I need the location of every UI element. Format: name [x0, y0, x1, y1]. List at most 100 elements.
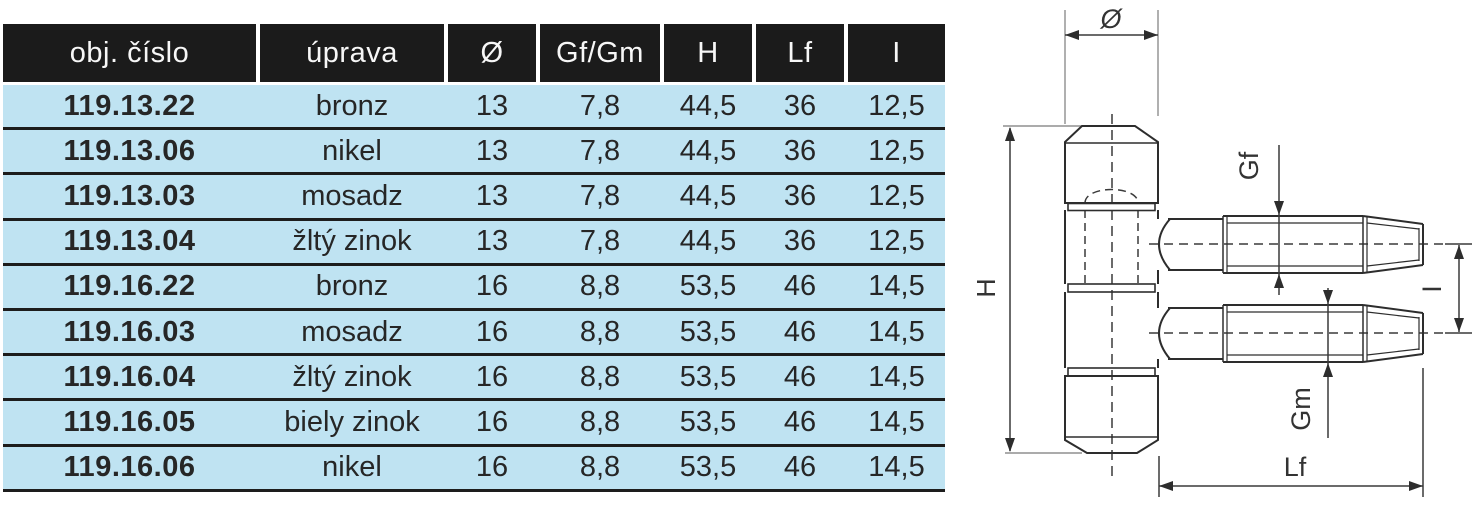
table-row: 119.16.05 biely zinok 16 8,8 53,5 46 14,5	[3, 401, 945, 447]
bottom-pin-neck-fillet	[1158, 307, 1171, 360]
cell-gf-gm: 8,8	[579, 315, 621, 348]
cell-priemer: 16	[475, 405, 509, 438]
cell-i: 12,5	[868, 134, 925, 167]
cell-gf-gm: 7,8	[579, 89, 621, 122]
cell-gf-gm: 7,8	[579, 179, 621, 212]
cell-obj-cislo: 119.16.06	[63, 451, 196, 484]
header-priemer: Ø	[448, 24, 536, 82]
lf-dimension-label: Lf	[1284, 452, 1307, 482]
cell-priemer: 13	[475, 134, 509, 167]
table-row: 119.13.04 žltý zinok 13 7,8 44,5 36 12,5	[3, 220, 945, 266]
cell-obj-cislo: 119.16.22	[63, 270, 196, 303]
cell-h: 44,5	[679, 134, 737, 167]
table-row: 119.16.06 nikel 16 8,8 53,5 46 14,5	[3, 446, 945, 492]
extension-lines	[1003, 10, 1159, 454]
bottom-pin	[1158, 304, 1424, 363]
cell-h: 44,5	[679, 225, 737, 258]
i-dimension-label: I	[1417, 285, 1447, 293]
cell-lf: 46	[783, 405, 817, 438]
cell-priemer: 16	[475, 451, 509, 484]
header-i: I	[848, 24, 945, 82]
cell-priemer: 16	[475, 270, 509, 303]
top-pin-neck-fillet	[1158, 218, 1171, 271]
hidden-hole-dome	[1084, 188, 1139, 204]
cell-gf-gm: 8,8	[579, 360, 621, 393]
table-row: 119.16.04 žltý zinok 16 8,8 53,5 46 14,5	[3, 356, 945, 402]
cell-i: 12,5	[868, 179, 925, 212]
cell-lf: 46	[783, 451, 817, 484]
header-h: H	[664, 24, 752, 82]
cell-h: 44,5	[679, 179, 737, 212]
cell-uprava: nikel	[322, 134, 382, 167]
cell-h: 53,5	[679, 360, 737, 393]
cell-priemer: 16	[475, 315, 509, 348]
top-pin	[1158, 215, 1424, 274]
cell-i: 12,5	[868, 225, 925, 258]
cell-priemer: 13	[475, 89, 509, 122]
cell-priemer: 16	[475, 360, 509, 393]
cell-lf: 36	[783, 225, 817, 258]
cell-i: 14,5	[868, 360, 925, 393]
cell-gf-gm: 7,8	[579, 134, 621, 167]
cell-gf-gm: 8,8	[579, 405, 621, 438]
hinge-barrel	[1064, 125, 1159, 454]
cell-lf: 36	[783, 134, 817, 167]
h-dimension-label: H	[977, 278, 1001, 298]
header-uprava: úprava	[260, 24, 444, 82]
cell-lf: 36	[783, 179, 817, 212]
cell-priemer: 13	[475, 225, 509, 258]
cell-i: 14,5	[868, 315, 925, 348]
cell-uprava: bronz	[315, 270, 389, 303]
table-body: 119.13.22 bronz 13 7,8 44,5 36 12,5 119.13.06 ni…	[3, 85, 945, 492]
cell-obj-cislo: 119.13.04	[63, 225, 196, 258]
header-gf-gm: Gf/Gm	[540, 24, 660, 82]
cell-uprava: žltý zinok	[292, 225, 412, 258]
cell-obj-cislo: 119.16.03	[63, 315, 196, 348]
product-table: obj. číslo úprava Ø Gf/Gm H Lf I 119.13.…	[3, 24, 945, 492]
cell-lf: 46	[783, 270, 817, 303]
header-obj-cislo: obj. číslo	[3, 24, 256, 82]
cell-i: 14,5	[868, 270, 925, 303]
cell-uprava: biely zinok	[284, 405, 420, 438]
gm-dimension-label: Gm	[1286, 387, 1316, 431]
cell-obj-cislo: 119.13.22	[63, 89, 196, 122]
cell-h: 44,5	[679, 89, 737, 122]
cell-i: 12,5	[868, 89, 925, 122]
diameter-label: Ø	[1099, 4, 1123, 34]
cell-priemer: 13	[475, 179, 509, 212]
cell-uprava: nikel	[322, 451, 382, 484]
cell-gf-gm: 7,8	[579, 225, 621, 258]
gf-dimension-label: Gf	[1234, 151, 1264, 180]
cell-uprava: žltý zinok	[292, 360, 412, 393]
cell-obj-cislo: 119.13.06	[63, 134, 196, 167]
cell-h: 53,5	[679, 405, 737, 438]
table-header: obj. číslo úprava Ø Gf/Gm H Lf I	[3, 24, 945, 82]
cell-uprava: mosadz	[301, 315, 403, 348]
dimension-arrows	[1005, 30, 1464, 491]
cell-obj-cislo: 119.16.05	[63, 405, 196, 438]
cell-uprava: bronz	[315, 89, 389, 122]
barrel-ring-1	[1067, 202, 1156, 212]
table-row: 119.16.22 bronz 16 8,8 53,5 46 14,5	[3, 265, 945, 311]
cell-gf-gm: 8,8	[579, 270, 621, 303]
header-lf: Lf	[756, 24, 844, 82]
cell-obj-cislo: 119.16.04	[63, 360, 196, 393]
barrel-ring-2	[1067, 283, 1156, 293]
table-row: 119.16.03 mosadz 16 8,8 53,5 46 14,5	[3, 310, 945, 357]
table-row: 119.13.03 mosadz 13 7,8 44,5 36 12,5	[3, 175, 945, 221]
cell-uprava: mosadz	[301, 179, 403, 212]
cell-h: 53,5	[679, 270, 737, 303]
hinge-diagram: Ø H Gf Gm I Lf	[977, 4, 1472, 497]
center-lines	[1084, 114, 1447, 482]
cell-gf-gm: 8,8	[579, 451, 621, 484]
cell-lf: 46	[783, 360, 817, 393]
barrel-bottom-cap	[1064, 375, 1159, 454]
cell-obj-cislo: 119.13.03	[63, 179, 196, 212]
cell-h: 53,5	[679, 315, 737, 348]
cell-h: 53,5	[679, 451, 737, 484]
table-row: 119.13.22 bronz 13 7,8 44,5 36 12,5	[3, 85, 945, 131]
cell-i: 14,5	[868, 451, 925, 484]
barrel-top-cap	[1064, 125, 1159, 204]
cell-lf: 46	[783, 315, 817, 348]
